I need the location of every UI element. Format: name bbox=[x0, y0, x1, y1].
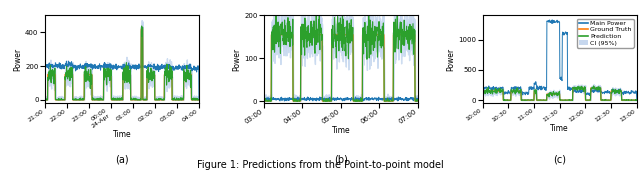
X-axis label: Time: Time bbox=[332, 126, 350, 135]
Y-axis label: Power: Power bbox=[13, 48, 22, 71]
X-axis label: Time: Time bbox=[113, 130, 131, 139]
Y-axis label: Power: Power bbox=[232, 48, 241, 71]
Text: Figure 1: Predictions from the Point-to-point model: Figure 1: Predictions from the Point-to-… bbox=[196, 160, 444, 170]
Legend: Main Power, Ground Truth, Prediction, CI (95%): Main Power, Ground Truth, Prediction, CI… bbox=[577, 19, 634, 48]
Text: (c): (c) bbox=[553, 154, 566, 164]
Y-axis label: Power: Power bbox=[447, 48, 456, 71]
Text: (a): (a) bbox=[115, 154, 129, 164]
Text: (b): (b) bbox=[334, 154, 348, 164]
X-axis label: Time: Time bbox=[550, 124, 569, 133]
